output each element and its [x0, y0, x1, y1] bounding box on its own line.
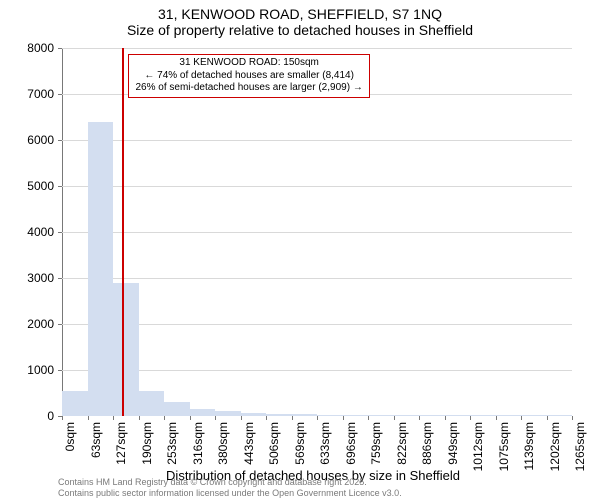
gridline: [62, 278, 572, 279]
xtick-label: 1139sqm: [522, 422, 536, 470]
ytick-mark: [58, 94, 62, 95]
annotation-box: 31 KENWOOD ROAD: 150sqm← 74% of detached…: [128, 54, 369, 98]
xtick-mark: [88, 416, 89, 420]
ytick-mark: [58, 278, 62, 279]
gridline: [62, 232, 572, 233]
xtick-label: 633sqm: [318, 422, 332, 465]
histogram-bar: [445, 415, 471, 416]
xtick-label: 569sqm: [293, 422, 307, 465]
histogram-bar: [215, 411, 241, 416]
xtick-mark: [547, 416, 548, 420]
xtick-mark: [419, 416, 420, 420]
xtick-label: 316sqm: [191, 422, 205, 465]
histogram-bar: [62, 391, 88, 416]
xtick-mark: [521, 416, 522, 420]
histogram-bar: [343, 415, 369, 416]
gridline: [62, 324, 572, 325]
histogram-bar: [139, 391, 165, 416]
xtick-mark: [445, 416, 446, 420]
xtick-mark: [190, 416, 191, 420]
histogram-bar: [190, 409, 216, 416]
ytick-mark: [58, 232, 62, 233]
plot-area: 0100020003000400050006000700080000sqm63s…: [62, 48, 572, 416]
xtick-mark: [292, 416, 293, 420]
xtick-mark: [139, 416, 140, 420]
xtick-label: 886sqm: [420, 422, 434, 465]
histogram-bar: [88, 122, 114, 416]
xtick-label: 506sqm: [267, 422, 281, 465]
ytick-label: 4000: [27, 225, 54, 239]
histogram-bar: [394, 415, 420, 416]
xtick-label: 1012sqm: [471, 422, 485, 471]
histogram-bar: [496, 415, 522, 416]
gridline: [62, 370, 572, 371]
ytick-label: 2000: [27, 317, 54, 331]
ytick-mark: [58, 370, 62, 371]
chart-title-line1: 31, KENWOOD ROAD, SHEFFIELD, S7 1NQ: [0, 0, 600, 22]
annotation-line1: 31 KENWOOD ROAD: 150sqm: [135, 57, 362, 70]
xtick-label: 63sqm: [89, 422, 103, 458]
ytick-label: 0: [47, 409, 54, 423]
attribution-line2: Contains public sector information licen…: [58, 488, 402, 498]
xtick-mark: [394, 416, 395, 420]
attribution-line1: Contains HM Land Registry data © Crown c…: [58, 477, 402, 487]
xtick-mark: [266, 416, 267, 420]
xtick-label: 1075sqm: [497, 422, 511, 471]
xtick-label: 1202sqm: [548, 422, 562, 471]
histogram-bar: [113, 283, 139, 416]
histogram-bar: [368, 415, 394, 416]
xtick-label: 253sqm: [165, 422, 179, 465]
attribution: Contains HM Land Registry data © Crown c…: [58, 477, 402, 498]
histogram-bar: [266, 414, 292, 416]
xtick-mark: [215, 416, 216, 420]
xtick-label: 380sqm: [216, 422, 230, 465]
gridline: [62, 186, 572, 187]
xtick-label: 190sqm: [140, 422, 154, 465]
xtick-mark: [241, 416, 242, 420]
xtick-mark: [113, 416, 114, 420]
xtick-label: 1265sqm: [573, 422, 587, 471]
histogram-bar: [419, 415, 445, 416]
histogram-bar: [547, 415, 573, 416]
histogram-bar: [241, 413, 267, 416]
xtick-mark: [164, 416, 165, 420]
ytick-label: 5000: [27, 179, 54, 193]
chart-container: 31, KENWOOD ROAD, SHEFFIELD, S7 1NQ Size…: [0, 0, 600, 500]
xtick-label: 759sqm: [369, 422, 383, 465]
annotation-line2: ← 74% of detached houses are smaller (8,…: [135, 70, 362, 83]
xtick-mark: [317, 416, 318, 420]
xtick-mark: [62, 416, 63, 420]
ytick-label: 8000: [27, 41, 54, 55]
chart-title-line2: Size of property relative to detached ho…: [0, 22, 600, 42]
xtick-mark: [343, 416, 344, 420]
gridline: [62, 48, 572, 49]
histogram-bar: [292, 414, 318, 416]
xtick-label: 127sqm: [114, 422, 128, 465]
histogram-bar: [521, 415, 547, 416]
histogram-bar: [317, 415, 343, 416]
xtick-mark: [496, 416, 497, 420]
xtick-label: 822sqm: [395, 422, 409, 465]
ytick-mark: [58, 48, 62, 49]
ytick-mark: [58, 140, 62, 141]
ytick-label: 3000: [27, 271, 54, 285]
histogram-bar: [470, 415, 496, 416]
xtick-label: 443sqm: [242, 422, 256, 465]
xtick-label: 0sqm: [63, 422, 77, 451]
xtick-label: 696sqm: [344, 422, 358, 465]
gridline: [62, 140, 572, 141]
ytick-label: 1000: [27, 363, 54, 377]
xtick-label: 949sqm: [446, 422, 460, 465]
xtick-mark: [470, 416, 471, 420]
ytick-label: 7000: [27, 87, 54, 101]
ytick-mark: [58, 324, 62, 325]
xtick-mark: [572, 416, 573, 420]
ytick-mark: [58, 186, 62, 187]
ytick-label: 6000: [27, 133, 54, 147]
annotation-line3: 26% of semi-detached houses are larger (…: [135, 82, 362, 95]
xtick-mark: [368, 416, 369, 420]
reference-line: [122, 48, 124, 416]
histogram-bar: [164, 402, 190, 416]
